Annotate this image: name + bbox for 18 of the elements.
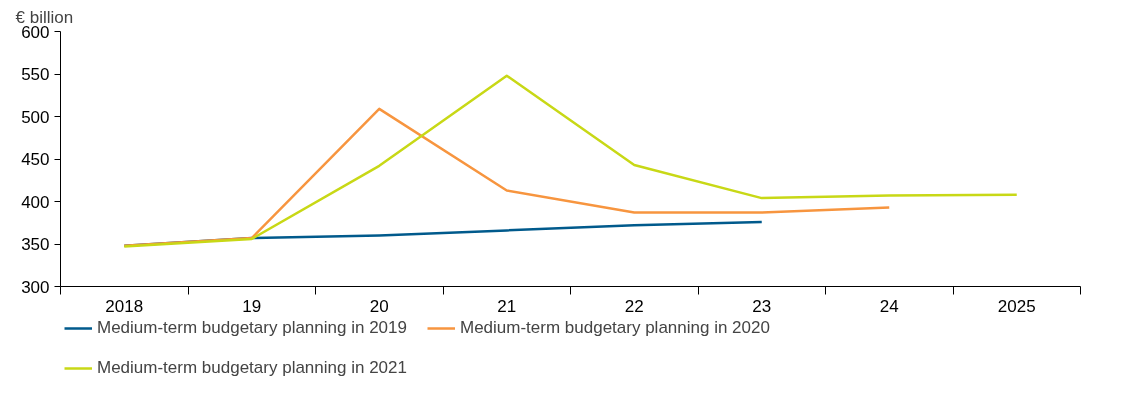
line-series: [123, 74, 1018, 248]
x-tick-label: 20: [369, 296, 389, 316]
y-tick-label: 500: [21, 107, 50, 127]
x-tick-label: 2025: [997, 296, 1036, 316]
legend-label: Medium-term budgetary planning in 2020: [459, 318, 770, 338]
legend-label: Medium-term budgetary planning in 2021: [97, 358, 407, 378]
x-tick-label: 2018: [105, 296, 144, 316]
legend-label: Medium-term budgetary planning in 2019: [97, 318, 407, 338]
y-tick-label: 400: [21, 192, 50, 212]
y-tick-label: 550: [21, 65, 50, 84]
x-tick-label: 23: [752, 296, 772, 316]
y-tick-label: 350: [21, 235, 50, 254]
y-tick-label: 450: [21, 150, 50, 169]
y-tick-label: 300: [21, 277, 50, 297]
x-tick-label: 21: [497, 296, 517, 316]
x-tick-label: 22: [624, 296, 644, 316]
x-tick-label: 24: [879, 296, 899, 316]
x-tick-label: 19: [242, 296, 262, 316]
